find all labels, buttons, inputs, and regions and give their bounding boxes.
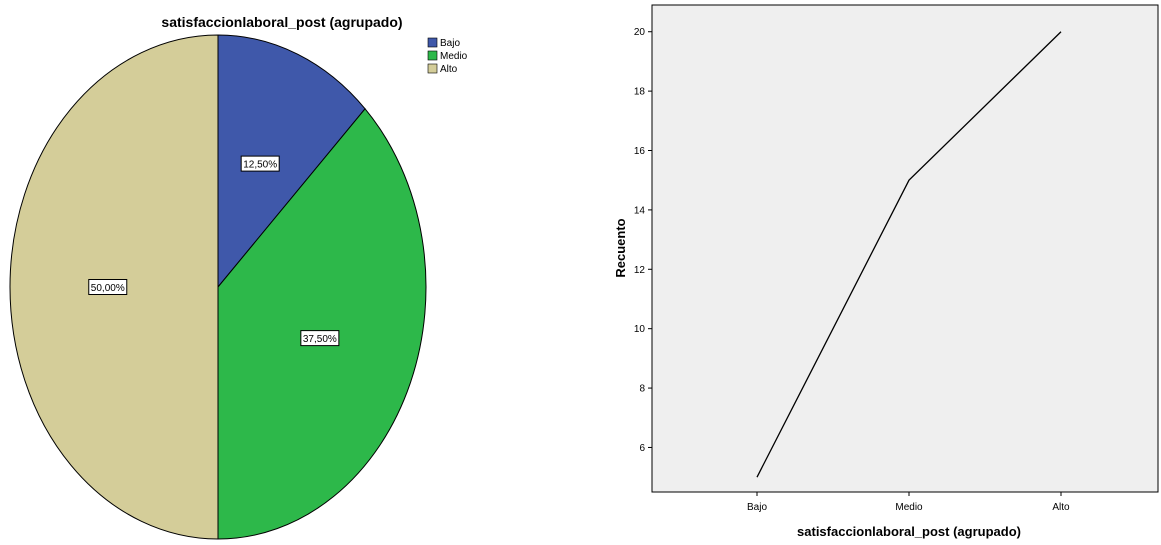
x-axis-ticks: Bajo Medio Alto bbox=[747, 492, 1070, 513]
legend-label-medio: Medio bbox=[440, 51, 468, 62]
pie-legend: Bajo Medio Alto bbox=[427, 37, 468, 75]
pie-labels: 12,50% 37,50% 50,00% bbox=[88, 155, 340, 347]
x-axis-title: satisfaccionlaboral_post (agrupado) bbox=[797, 524, 1021, 539]
pie-label-box bbox=[240, 155, 280, 172]
y-axis-title: Recuento bbox=[613, 218, 628, 277]
y-axis-ticks: 6 8 10 12 14 16 18 20 bbox=[634, 27, 652, 454]
y-tick-label: 8 bbox=[639, 384, 645, 395]
y-tick-label: 10 bbox=[634, 324, 646, 335]
pie-label-bajo: 12,50% bbox=[240, 155, 280, 172]
pie-label-alto: 50,00% bbox=[88, 279, 128, 295]
y-tick-label: 16 bbox=[634, 146, 646, 157]
pie-slice-medio bbox=[217, 108, 427, 540]
y-tick-label: 12 bbox=[634, 265, 646, 276]
pie-title: satisfaccionlaboral_post (agrupado) bbox=[161, 14, 402, 30]
legend-label-alto: Alto bbox=[440, 64, 458, 75]
x-tick-label-alto: Alto bbox=[1052, 502, 1070, 513]
plot-area bbox=[651, 4, 1159, 493]
pie-label-box bbox=[300, 330, 340, 347]
legend-swatch-alto bbox=[427, 63, 438, 74]
x-tick-label-bajo: Bajo bbox=[747, 502, 767, 513]
legend-label-bajo: Bajo bbox=[440, 38, 460, 49]
legend-item-bajo: Bajo bbox=[427, 37, 460, 49]
y-tick-label: 20 bbox=[634, 27, 646, 38]
legend-item-medio: Medio bbox=[427, 50, 468, 62]
y-tick-label: 14 bbox=[634, 205, 646, 216]
pie-label-medio: 37,50% bbox=[300, 330, 340, 347]
line-chart: 6 8 10 12 14 16 18 20 Bajo Medio Alto Recuento sa… bbox=[613, 4, 1159, 539]
pie-label-text: 50,00% bbox=[91, 283, 125, 294]
legend-swatch-bajo bbox=[427, 37, 438, 48]
pie-label-text: 12,50% bbox=[243, 160, 277, 171]
y-tick-label: 18 bbox=[634, 87, 646, 98]
pie-slices bbox=[9, 34, 427, 540]
pie-label-text: 37,50% bbox=[303, 334, 337, 345]
x-tick-label-medio: Medio bbox=[895, 502, 923, 513]
line-series bbox=[756, 31, 1062, 478]
legend-item-alto: Alto bbox=[427, 63, 458, 75]
pie-chart: satisfaccionlaboral_post (agrupado) 12,5… bbox=[9, 14, 468, 540]
legend-swatch-medio bbox=[427, 50, 438, 61]
pie-slice-bajo bbox=[217, 34, 366, 289]
pie-label-box bbox=[88, 279, 128, 295]
y-tick-label: 6 bbox=[639, 443, 645, 454]
